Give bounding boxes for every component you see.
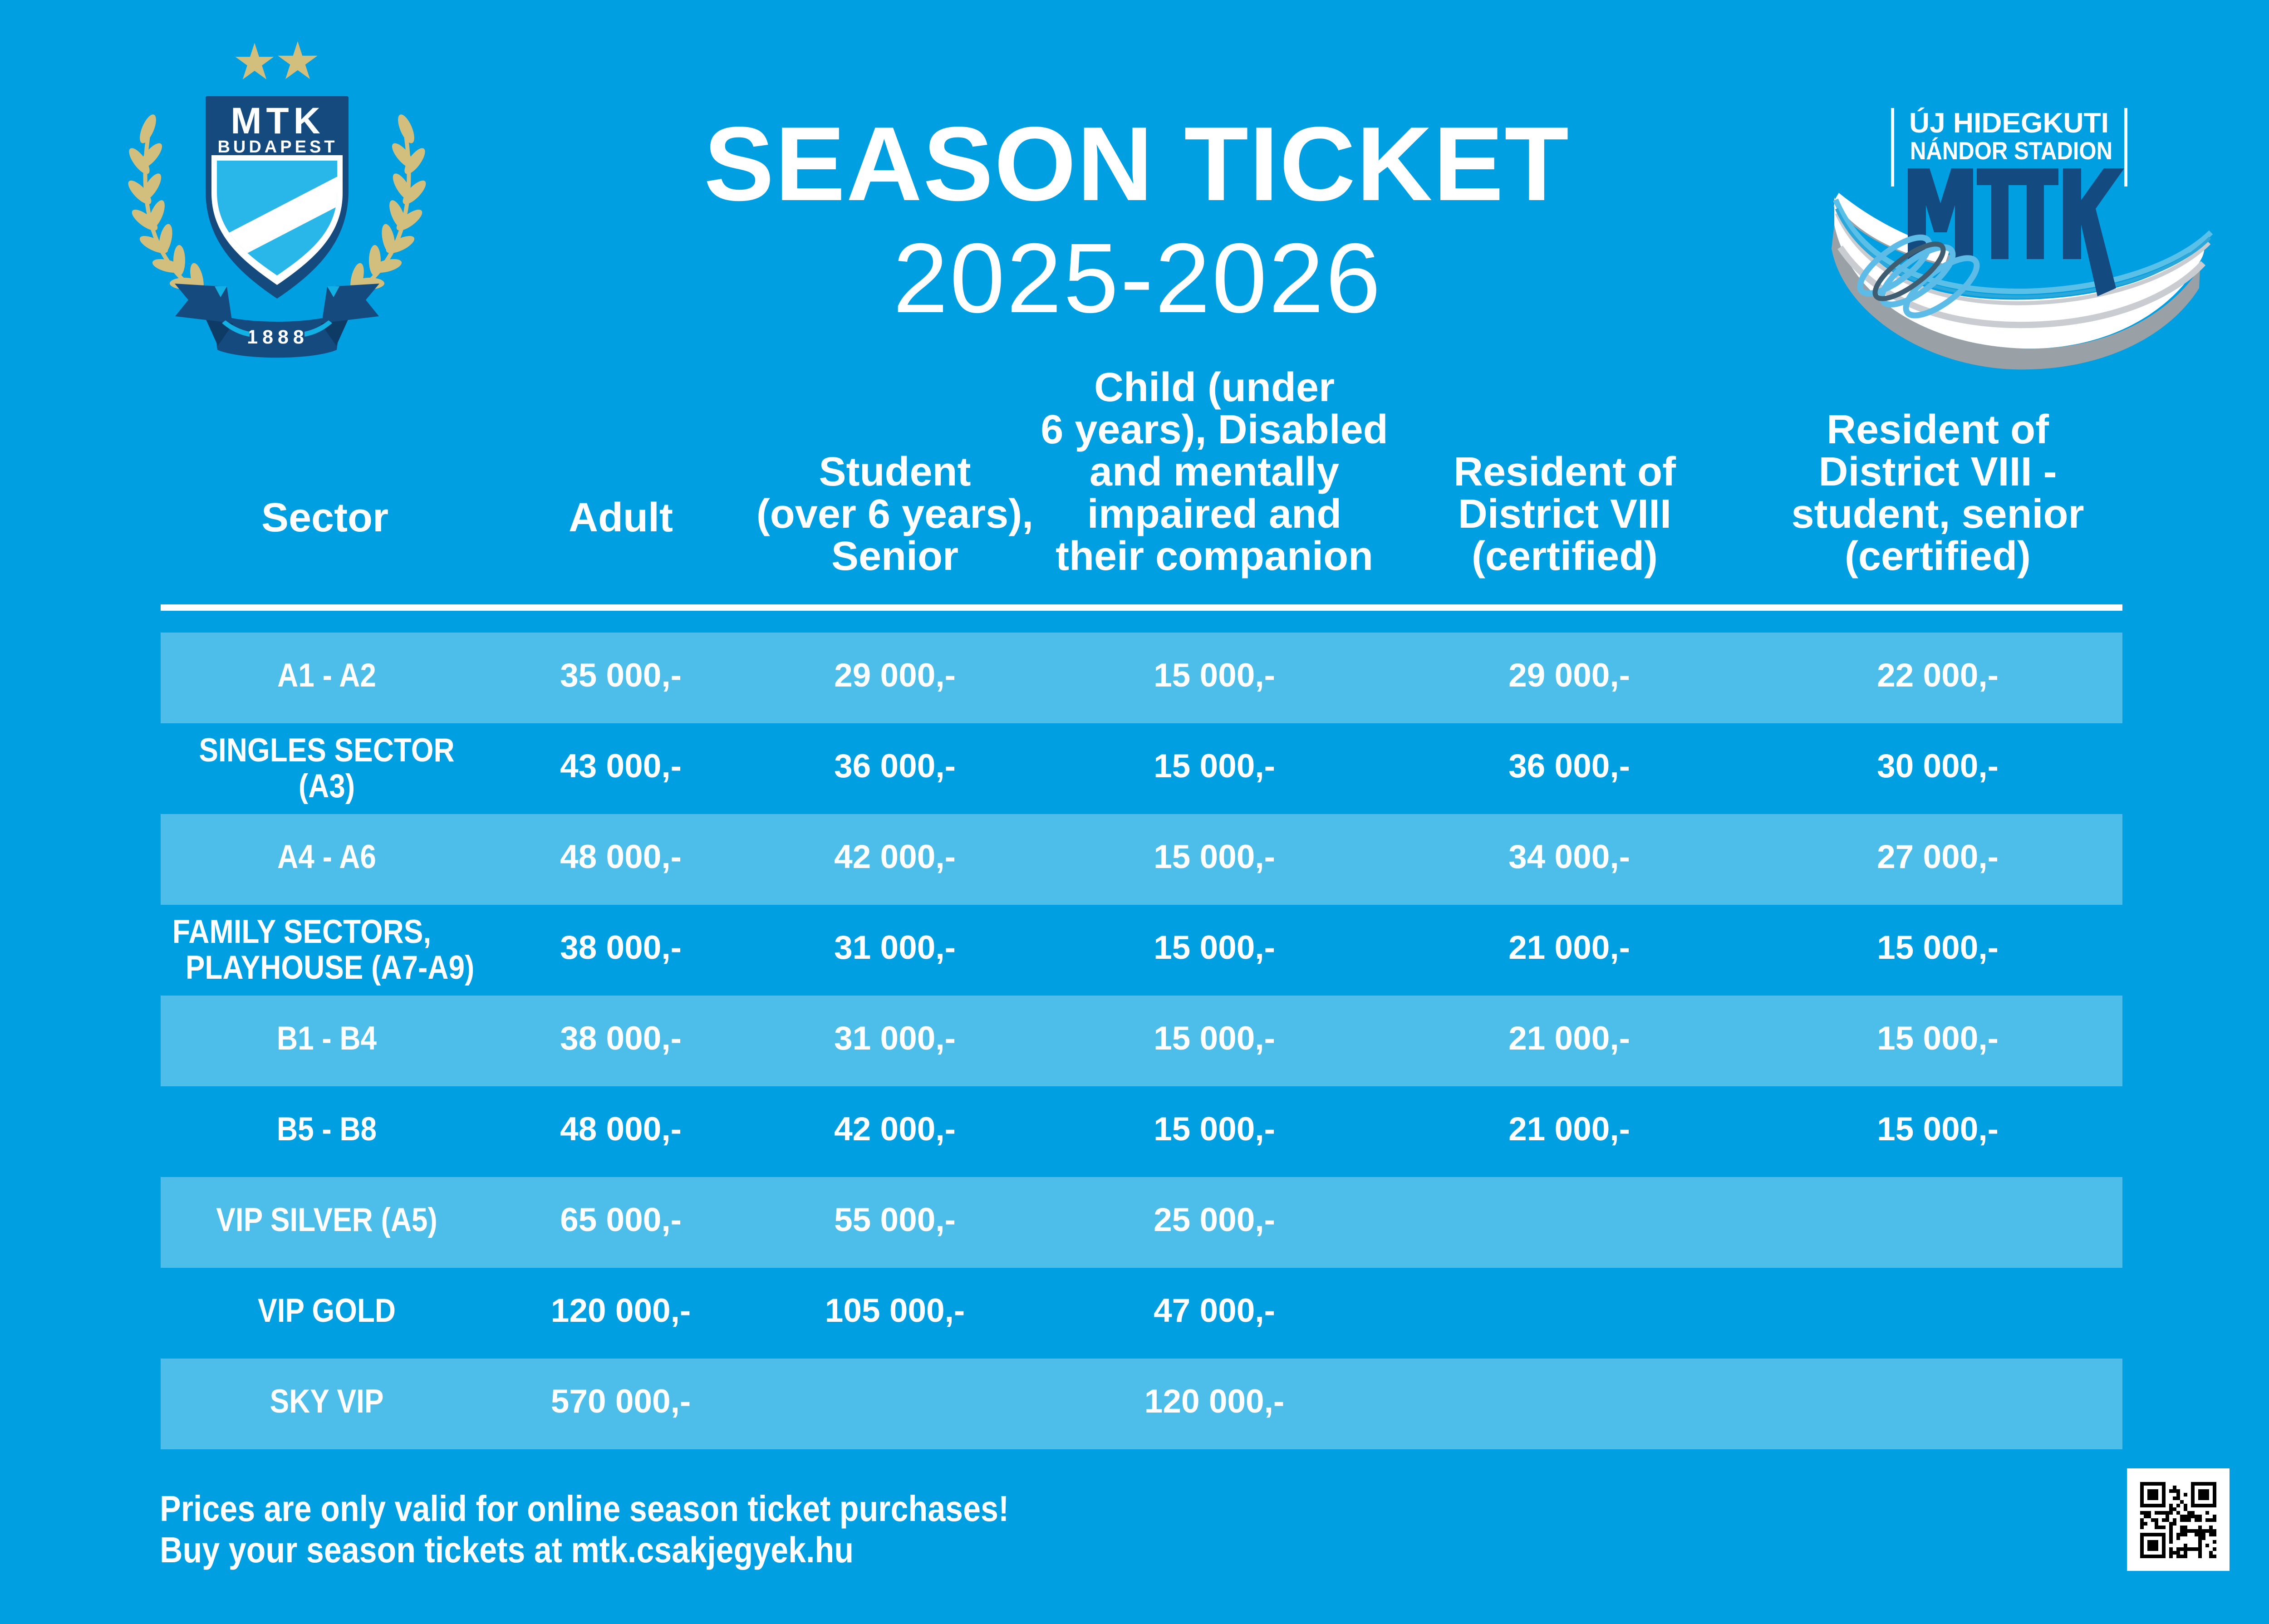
svg-text:1888: 1888 bbox=[247, 326, 309, 348]
svg-text:BUDAPEST: BUDAPEST bbox=[217, 137, 338, 157]
svg-text:ÚJ HIDEGKUTI: ÚJ HIDEGKUTI bbox=[1909, 108, 2109, 139]
svg-text:MTK: MTK bbox=[231, 100, 325, 142]
svg-text:NÁNDOR STADION: NÁNDOR STADION bbox=[1910, 137, 2112, 165]
